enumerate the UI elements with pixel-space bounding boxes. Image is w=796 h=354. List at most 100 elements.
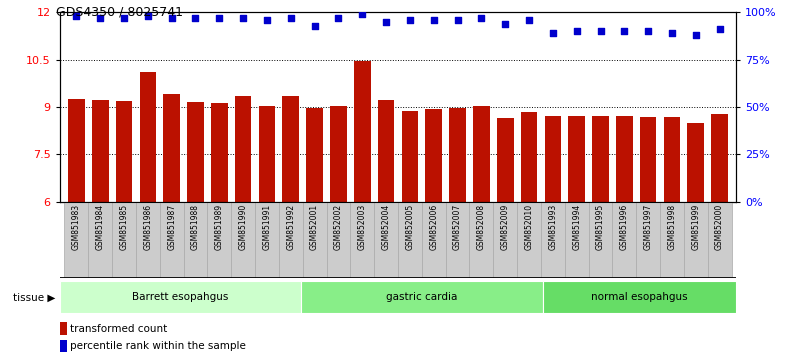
Text: GDS4350 / 8025741: GDS4350 / 8025741 bbox=[56, 5, 183, 18]
Bar bbox=[302, 202, 326, 278]
Point bbox=[260, 17, 273, 23]
Bar bbox=[60, 281, 302, 313]
Bar bbox=[470, 202, 494, 278]
Point bbox=[451, 17, 464, 23]
Point bbox=[713, 27, 726, 32]
Text: GSM852010: GSM852010 bbox=[525, 204, 533, 250]
Point bbox=[499, 21, 512, 27]
Bar bbox=[640, 117, 657, 202]
Bar bbox=[350, 202, 374, 278]
Bar bbox=[187, 102, 204, 202]
Text: GSM851994: GSM851994 bbox=[572, 204, 581, 250]
Text: GSM851999: GSM851999 bbox=[691, 204, 700, 250]
Point bbox=[94, 15, 107, 21]
Point bbox=[570, 28, 583, 34]
Text: GSM852009: GSM852009 bbox=[501, 204, 509, 250]
Bar bbox=[517, 202, 541, 278]
Point bbox=[70, 13, 83, 19]
Point bbox=[618, 28, 630, 34]
Text: percentile rank within the sample: percentile rank within the sample bbox=[70, 341, 245, 351]
Text: Barrett esopahgus: Barrett esopahgus bbox=[132, 292, 228, 302]
Bar bbox=[565, 202, 588, 278]
Bar bbox=[211, 103, 228, 202]
Bar bbox=[592, 116, 609, 202]
Bar bbox=[712, 114, 728, 202]
Bar bbox=[612, 202, 636, 278]
Text: gastric cardia: gastric cardia bbox=[387, 292, 458, 302]
Bar bbox=[378, 100, 395, 202]
Point bbox=[213, 15, 226, 21]
Bar bbox=[521, 112, 537, 202]
Text: GSM851995: GSM851995 bbox=[596, 204, 605, 250]
Text: GSM852007: GSM852007 bbox=[453, 204, 462, 250]
Text: GSM851991: GSM851991 bbox=[263, 204, 271, 250]
Point bbox=[523, 17, 536, 23]
Bar bbox=[401, 111, 418, 202]
Bar bbox=[259, 105, 275, 202]
Bar bbox=[68, 99, 84, 202]
Point bbox=[332, 15, 345, 21]
Bar bbox=[684, 202, 708, 278]
Text: GSM852005: GSM852005 bbox=[405, 204, 415, 250]
Bar bbox=[208, 202, 231, 278]
Text: GSM851987: GSM851987 bbox=[167, 204, 176, 250]
Text: GSM851986: GSM851986 bbox=[143, 204, 152, 250]
Text: GSM852006: GSM852006 bbox=[429, 204, 439, 250]
Text: GSM851998: GSM851998 bbox=[668, 204, 677, 250]
Text: transformed count: transformed count bbox=[70, 324, 167, 333]
Point bbox=[308, 23, 321, 28]
Text: GSM852008: GSM852008 bbox=[477, 204, 486, 250]
Bar bbox=[688, 124, 704, 202]
Bar bbox=[543, 281, 736, 313]
Bar bbox=[473, 107, 490, 202]
Bar bbox=[279, 202, 302, 278]
Text: GSM852003: GSM852003 bbox=[357, 204, 367, 250]
Bar bbox=[88, 202, 112, 278]
Text: GSM851993: GSM851993 bbox=[548, 204, 557, 250]
Bar bbox=[139, 72, 156, 202]
Point bbox=[284, 15, 297, 21]
Point bbox=[236, 15, 249, 21]
Point bbox=[475, 15, 488, 21]
Text: GSM851992: GSM851992 bbox=[287, 204, 295, 250]
Bar bbox=[136, 202, 160, 278]
Bar bbox=[92, 100, 108, 202]
Point bbox=[166, 15, 178, 21]
Bar bbox=[616, 116, 633, 202]
Point bbox=[142, 13, 154, 19]
Point bbox=[404, 17, 416, 23]
Bar bbox=[255, 202, 279, 278]
Bar bbox=[541, 202, 565, 278]
Point bbox=[547, 30, 560, 36]
Point bbox=[356, 11, 369, 17]
Bar bbox=[60, 340, 67, 352]
Text: GSM852002: GSM852002 bbox=[334, 204, 343, 250]
Bar bbox=[494, 202, 517, 278]
Bar bbox=[115, 101, 132, 202]
Point bbox=[427, 17, 440, 23]
Point bbox=[689, 32, 702, 38]
Bar bbox=[302, 281, 543, 313]
Text: GSM851990: GSM851990 bbox=[239, 204, 248, 250]
Bar bbox=[544, 116, 561, 202]
Bar bbox=[231, 202, 255, 278]
Bar bbox=[422, 202, 446, 278]
Bar bbox=[163, 95, 180, 202]
Bar bbox=[330, 105, 347, 202]
Bar bbox=[184, 202, 208, 278]
Bar bbox=[64, 202, 88, 278]
Text: GSM851997: GSM851997 bbox=[644, 204, 653, 250]
Bar bbox=[660, 202, 684, 278]
Text: tissue ▶: tissue ▶ bbox=[14, 292, 56, 302]
Point bbox=[189, 15, 202, 21]
Bar bbox=[568, 116, 585, 202]
Bar bbox=[449, 108, 466, 202]
Text: GSM851989: GSM851989 bbox=[215, 204, 224, 250]
Bar bbox=[636, 202, 660, 278]
Point bbox=[642, 28, 654, 34]
Point bbox=[665, 30, 678, 36]
Bar bbox=[374, 202, 398, 278]
Bar bbox=[160, 202, 184, 278]
Text: GSM851996: GSM851996 bbox=[620, 204, 629, 250]
Bar bbox=[708, 202, 732, 278]
